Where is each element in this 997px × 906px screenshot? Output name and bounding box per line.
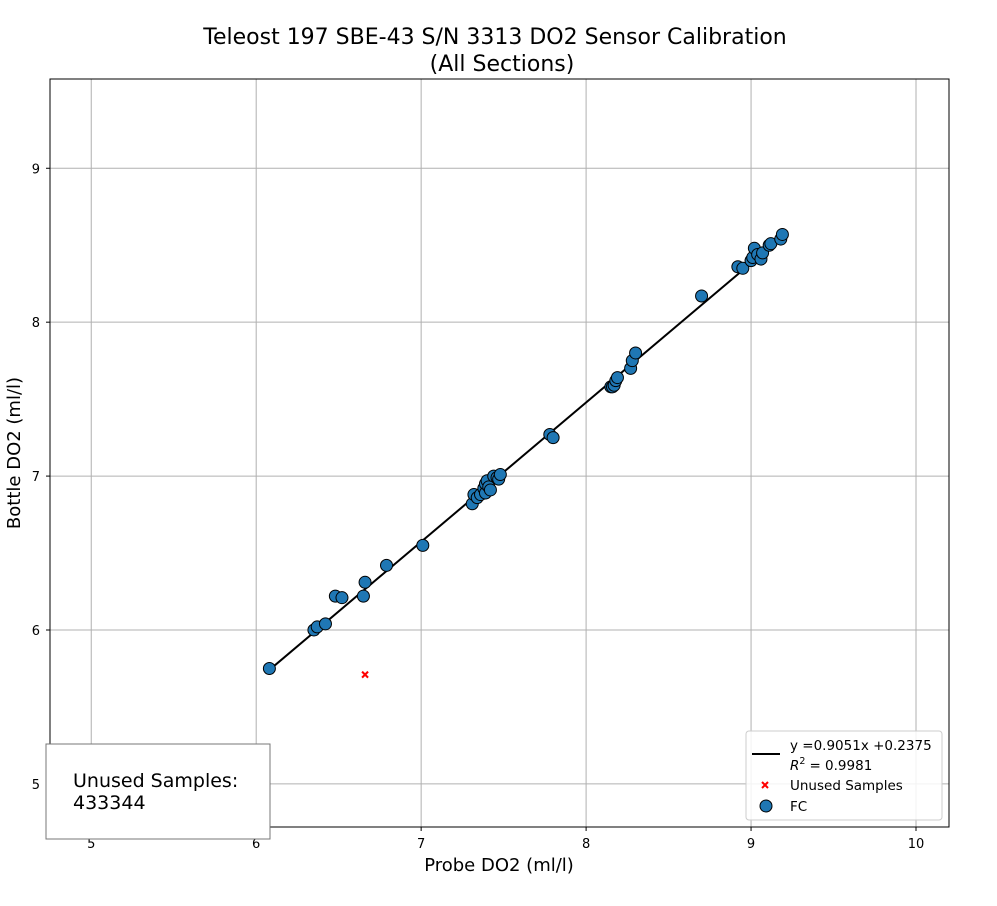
y-tick-label: 8 — [32, 316, 40, 331]
fc-data-point — [629, 346, 643, 360]
fc-data-point — [356, 589, 370, 603]
x-tick-label: 7 — [417, 837, 425, 852]
y-tick-label: 9 — [32, 162, 40, 177]
note-box — [45, 743, 271, 840]
unused-samples-note: Unused Samples: 433344 — [45, 743, 271, 840]
x-axis-ticks: 5 6 7 8 9 10 — [87, 827, 924, 852]
r2-symbol: R — [790, 758, 799, 774]
note-line-1: Unused Samples: — [73, 770, 238, 792]
legend-fc-swatch — [759, 799, 773, 813]
x-tick-label: 5 — [87, 837, 95, 852]
legend-fc-label: FC — [790, 799, 807, 815]
x-axis-label: Probe DO2 (ml/l) — [424, 855, 574, 876]
legend-unused-swatch — [761, 781, 769, 789]
fc-data-point — [318, 617, 332, 631]
fc-data-point — [493, 468, 507, 482]
x-tick-label: 9 — [747, 837, 755, 852]
legend-unused-label: Unused Samples — [790, 778, 903, 794]
r2-superscript: 2 — [799, 756, 805, 767]
legend-r2-label: R2 = 0.9981 — [790, 756, 872, 774]
fc-data-point — [380, 558, 394, 572]
x-tick-label: 6 — [252, 837, 260, 852]
unused-marker-stroke — [361, 670, 369, 679]
y-axis-label: Bottle DO2 (ml/l) — [4, 377, 25, 529]
fc-data-point — [358, 575, 372, 589]
fc-data-point — [335, 591, 349, 605]
fc-data-point — [736, 261, 750, 275]
x-tick-label: 10 — [908, 837, 925, 852]
unused-sample-point — [361, 670, 369, 679]
fit-line — [268, 234, 785, 671]
plot-background — [50, 79, 949, 827]
data-points — [262, 227, 789, 679]
r2-value: = 0.9981 — [809, 758, 872, 774]
fc-data-point — [416, 538, 430, 552]
y-tick-label: 7 — [32, 470, 40, 485]
fc-data-point — [695, 289, 709, 303]
chart-title: Teleost 197 SBE-43 S/N 3313 DO2 Sensor C… — [202, 25, 786, 50]
legend: y =0.9051x +0.2375 R2 = 0.9981 Unused Sam… — [745, 730, 943, 821]
chart-subtitle: (All Sections) — [430, 52, 575, 77]
x-tick-label: 8 — [582, 837, 590, 852]
note-line-2: 433344 — [73, 792, 146, 814]
fc-data-point — [610, 371, 624, 385]
fit-line-layer — [268, 234, 785, 671]
y-axis-ticks: 5 6 7 8 9 — [32, 162, 50, 793]
fc-data-point — [775, 227, 789, 241]
y-tick-label: 5 — [32, 778, 40, 793]
fc-data-point — [262, 661, 276, 675]
legend-fit-label: y =0.9051x +0.2375 — [790, 738, 932, 754]
legend-box — [745, 730, 943, 821]
y-tick-label: 6 — [32, 624, 40, 639]
fc-data-point — [483, 483, 497, 497]
plot-frame — [49, 78, 950, 828]
fc-data-point — [546, 431, 560, 445]
